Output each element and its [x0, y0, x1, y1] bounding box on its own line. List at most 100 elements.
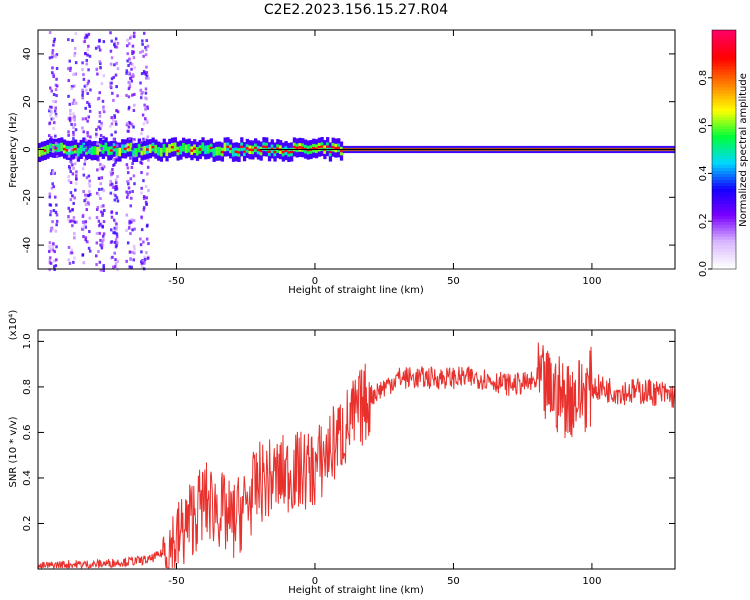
spectrogram-cell [81, 61, 84, 65]
colorbar-strip [712, 161, 736, 166]
spectrogram-cell [86, 144, 89, 148]
spectrogram-cell [110, 215, 114, 219]
spectrogram-cell [96, 97, 100, 101]
snr-y-tick-label: 0.4 [22, 470, 33, 486]
spectrogram-cell [55, 67, 59, 71]
spectrogram-cell [141, 49, 144, 53]
spectrogram-cell [115, 157, 118, 161]
spectrogram-cell [75, 155, 78, 159]
spectrogram-cell [84, 220, 88, 224]
spectrogram-cell [55, 84, 59, 88]
spectrogram-cell [82, 221, 85, 225]
spectrogram-cell [112, 218, 116, 222]
spectrogram-cell [69, 170, 72, 174]
spectrogram-cell [281, 150, 285, 154]
spectrogram-cell [55, 94, 58, 98]
spectrogram-cell [87, 145, 92, 154]
spectrogram-cell [112, 192, 116, 196]
colorbar-strip [712, 104, 736, 109]
spectrogram-cell [339, 149, 344, 153]
spectrogram-cell [83, 193, 87, 197]
snr-y-tick-label: 1.0 [22, 333, 33, 349]
spectrogram-cell [69, 191, 73, 195]
spectrogram-cell [69, 219, 73, 223]
spectrogram-cell [116, 94, 119, 98]
spectrogram-cell [72, 126, 75, 130]
spectrogram-cell [90, 146, 94, 156]
colorbar-strip [712, 167, 736, 172]
spectrogram-cell [116, 144, 119, 148]
spectrogram-cell [52, 209, 56, 213]
spectrogram-cell [110, 210, 114, 214]
spectrogram-cell [100, 147, 103, 151]
spectrogram-cell [70, 161, 73, 165]
spectrogram-cell [68, 59, 72, 63]
spectrogram-cell [114, 37, 118, 41]
spectrogram-cell [148, 144, 153, 153]
colorbar-strip [712, 32, 736, 37]
spectrogram-cell [116, 67, 120, 71]
spectrogram-cell [125, 229, 128, 233]
spectrogram-cell [70, 248, 74, 252]
spectrogram-cell [126, 59, 129, 63]
spectrogram-cell [74, 61, 78, 65]
colorbar-strip [712, 254, 736, 258]
spectrogram-cell [240, 145, 244, 149]
spectrogram-cell [125, 259, 128, 263]
spectrogram-cell [89, 135, 92, 139]
spectrogram-cell [86, 81, 90, 85]
spectrogram-cell [326, 145, 330, 148]
spectrogram-cell [127, 186, 131, 190]
spectrogram-cell [134, 148, 139, 157]
spectrogram-cell [54, 88, 58, 92]
spectrogram-cell [70, 122, 73, 126]
spectrogram-cell [73, 54, 76, 58]
spectrogram-cell [132, 244, 136, 248]
colorbar-strip [712, 107, 736, 112]
spectrogram-cell [265, 145, 269, 149]
spectrogram-cell [131, 228, 134, 232]
spectrogram-cell [48, 258, 52, 262]
spectrogram-cell [83, 36, 87, 40]
spectrogram-cell [125, 93, 128, 97]
spectrogram-cell [142, 195, 146, 199]
spectrogram-cell [52, 73, 55, 77]
spectrogram-cell [51, 66, 54, 70]
spectrogram-cell [97, 45, 100, 49]
spectrogram-cell [110, 81, 113, 85]
spectrogram-cell [140, 228, 144, 232]
spectrogram-cell [53, 54, 56, 58]
spectrogram-cell [97, 125, 100, 129]
spectrogram-cell [133, 154, 136, 158]
spectrogram-cell [72, 201, 75, 205]
spectrogram-cell [65, 149, 69, 152]
spectrogram-cell [71, 148, 75, 152]
spectrogram-cell [143, 257, 147, 261]
spectrogram-cell [49, 209, 53, 213]
spectrogram-cell [84, 225, 88, 229]
spectrogram-cell [145, 119, 149, 123]
spectrogram-cell [89, 88, 92, 92]
colorbar-strip [712, 257, 736, 261]
spectrogram-cell [132, 258, 135, 262]
spectrogram-cell [72, 166, 75, 170]
spectrogram-cell [87, 194, 91, 198]
spectrogram-cell [68, 102, 71, 106]
spectrogram-cell [102, 74, 106, 78]
spectrogram-cell [48, 56, 52, 60]
spectrogram-cell [102, 40, 106, 44]
spectrogram-cell [116, 199, 120, 203]
spectrogram-cell [114, 130, 117, 134]
spectrogram-cell [140, 191, 143, 195]
spectrogram-cell [141, 90, 144, 94]
spectrogram-cell [145, 71, 149, 75]
spectrogram-cell [114, 258, 117, 262]
spectrogram-cell [128, 221, 131, 225]
spectrogram-cell [113, 226, 117, 230]
spectrogram-cell [145, 251, 148, 255]
spectrogram-cell [101, 99, 105, 103]
spectrogram-cell [143, 260, 146, 264]
spectrogram-cell [52, 117, 55, 121]
spectrogram-cell [113, 240, 117, 244]
spectrogram-cell [48, 256, 52, 260]
